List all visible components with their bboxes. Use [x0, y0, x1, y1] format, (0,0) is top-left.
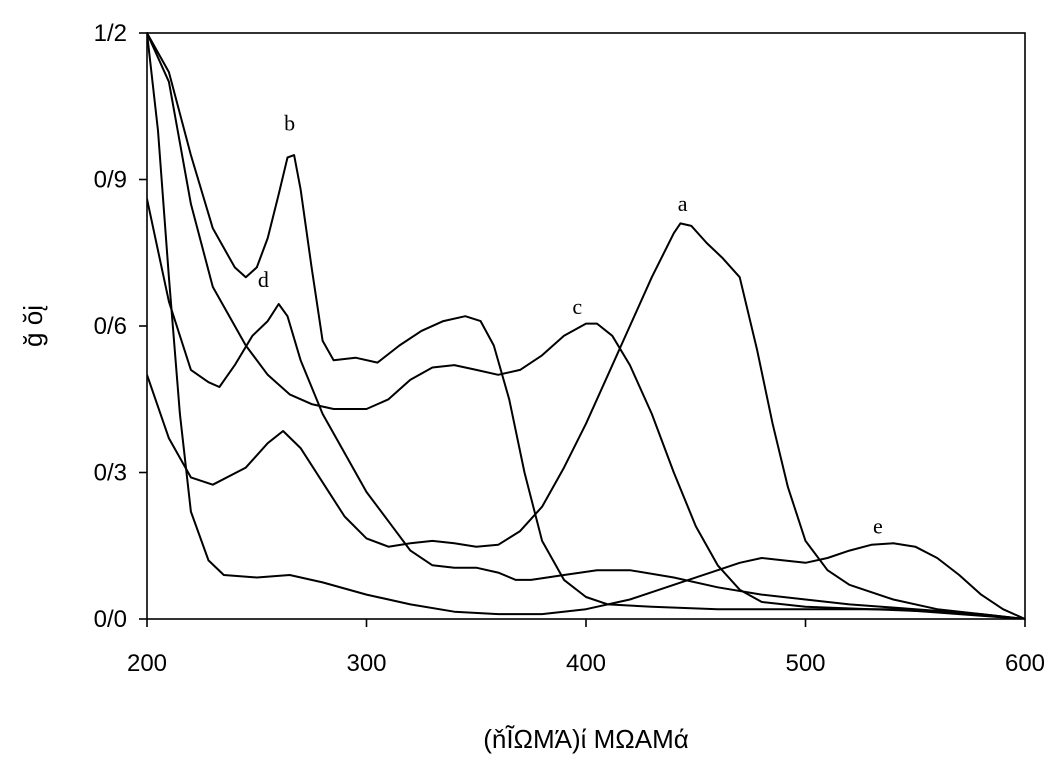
y-tick-label: 0/9	[94, 167, 127, 194]
series-line-d	[147, 198, 1025, 619]
y-tick-label: 1/2	[94, 20, 127, 47]
series-label-a: a	[678, 191, 688, 216]
x-tick-label: 400	[566, 650, 606, 677]
x-tick-label: 500	[785, 650, 825, 677]
plot-frame	[146, 32, 1026, 620]
x-tick-label: 200	[127, 650, 167, 677]
y-tick-label: 0/3	[94, 460, 127, 487]
series-label-e: e	[873, 514, 883, 539]
series-line-a	[147, 222, 1025, 619]
series-label-b: b	[284, 111, 295, 136]
x-tick-label: 600	[1005, 650, 1045, 677]
series-line-e	[147, 32, 1025, 619]
y-tick-label: 0/0	[94, 606, 127, 633]
series-line-c	[147, 32, 1025, 619]
y-tick-label: 0/6	[94, 313, 127, 340]
series-line-b	[147, 32, 1025, 619]
series-group	[147, 32, 1025, 619]
axis-ticks: 200 300 400 500 600 0/0 0/3 0/6 0/9 1/2	[94, 20, 1045, 677]
series-label-d: d	[258, 267, 269, 292]
x-tick-label: 300	[346, 650, 386, 677]
plot-area	[146, 32, 1026, 620]
series-label-c: c	[572, 294, 582, 319]
y-axis-title: ğ ŏį	[18, 305, 48, 347]
x-axis-title: (ňĨΩΜΆ)ί ΜΩΑΜά	[483, 724, 689, 754]
